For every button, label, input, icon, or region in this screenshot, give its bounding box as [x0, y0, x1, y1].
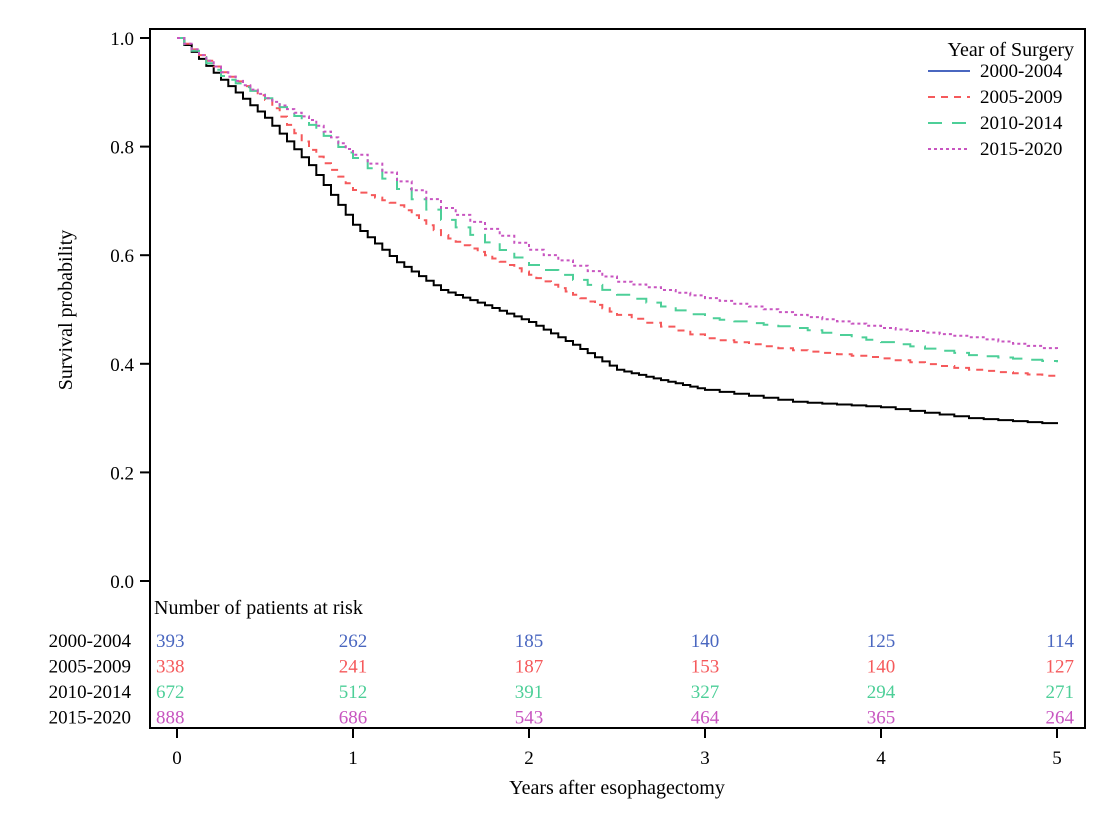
legend-label: 2005-2009 [980, 87, 1062, 108]
x-tick-label: 0 [172, 748, 182, 769]
x-tick-label: 3 [700, 748, 710, 769]
legend-label: 2000-2004 [980, 61, 1063, 82]
legend-title: Year of Surgery [948, 39, 1074, 61]
risk-count: 185 [515, 631, 544, 652]
risk-count: 338 [156, 657, 185, 678]
curve-2005-2009 [177, 37, 1058, 377]
risk-count: 686 [339, 708, 368, 729]
legend: Year of Surgery 2000-2004 2005-2009 2010-2… [928, 39, 1074, 160]
risk-count: 543 [515, 708, 544, 729]
risk-count: 464 [691, 708, 720, 729]
y-tick-label: 0.6 [110, 246, 134, 267]
risk-count: 262 [339, 631, 368, 652]
risk-count: 264 [1046, 708, 1075, 729]
legend-label: 2015-2020 [980, 139, 1062, 160]
legend-label: 2010-2014 [980, 113, 1063, 134]
risk-row-label: 2010-2014 [49, 682, 132, 703]
risk-count: 271 [1046, 682, 1075, 703]
y-tick-label: 0.4 [110, 355, 134, 376]
curve-2015-2020 [177, 37, 1058, 351]
risk-count: 888 [156, 708, 185, 729]
risk-count: 393 [156, 631, 185, 652]
risk-count: 672 [156, 682, 185, 703]
y-tick-label: 0.2 [110, 463, 134, 484]
risk-count: 391 [515, 682, 544, 703]
y-tick-label: 0.0 [110, 572, 134, 593]
curve-2000-2004 [177, 37, 1058, 425]
x-tick-label: 2 [524, 748, 534, 769]
risk-table-title: Number of patients at risk [154, 597, 363, 619]
risk-count: 512 [339, 682, 368, 703]
x-axis-title: Years after esophagectomy [509, 777, 725, 799]
x-tick-label: 1 [348, 748, 358, 769]
x-tick-label: 4 [876, 748, 886, 769]
risk-count: 125 [867, 631, 896, 652]
survival-curves [177, 37, 1058, 425]
risk-row-label: 2005-2009 [49, 657, 131, 678]
risk-count: 365 [867, 708, 896, 729]
plot-frame [149, 28, 1086, 729]
risk-count: 114 [1046, 631, 1074, 652]
risk-row-label: 2015-2020 [49, 708, 131, 729]
risk-count: 127 [1046, 657, 1075, 678]
risk-count: 187 [515, 657, 544, 678]
risk-count: 241 [339, 657, 368, 678]
risk-count: 140 [691, 631, 720, 652]
y-tick-label: 0.8 [110, 138, 134, 159]
curve-2010-2014 [177, 37, 1058, 363]
y-axis: 0.0 0.2 0.4 0.6 0.8 1.0 [110, 29, 150, 593]
risk-row-label: 2000-2004 [49, 631, 132, 652]
risk-table: Number of patients at risk 2000-2004 393 2… [49, 597, 1075, 729]
risk-count: 153 [691, 657, 720, 678]
risk-count: 294 [867, 682, 896, 703]
x-axis: 0 1 2 3 4 5 [172, 728, 1062, 769]
y-tick-label: 1.0 [110, 29, 134, 50]
risk-count: 140 [867, 657, 896, 678]
risk-count: 327 [691, 682, 720, 703]
x-tick-label: 5 [1052, 748, 1062, 769]
y-axis-title: Survival probability [55, 230, 77, 391]
